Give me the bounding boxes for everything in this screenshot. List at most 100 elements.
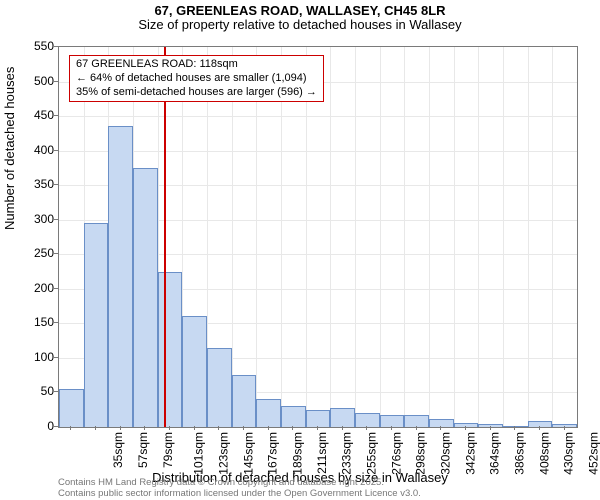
x-tick-label: 320sqm <box>439 432 453 475</box>
y-tick-mark <box>54 357 58 358</box>
x-tick-label: 233sqm <box>340 432 354 475</box>
histogram-bar <box>59 389 84 427</box>
y-tick-mark <box>54 81 58 82</box>
x-tick-label: 101sqm <box>192 432 206 475</box>
x-grid-line <box>404 47 405 427</box>
x-grid-line <box>380 47 381 427</box>
x-grid-line <box>306 47 307 427</box>
histogram-bar <box>404 415 429 427</box>
x-tick-label: 298sqm <box>414 432 428 475</box>
x-tick-mark <box>120 426 121 430</box>
x-tick-label: 79sqm <box>161 432 175 468</box>
y-tick-label: 250 <box>14 246 54 260</box>
annotation-line: ← 64% of detached houses are smaller (1,… <box>76 72 307 84</box>
credits-line1: Contains HM Land Registry data © Crown c… <box>58 477 384 488</box>
x-tick-mark <box>564 426 565 430</box>
x-tick-label: 145sqm <box>241 432 255 475</box>
x-tick-mark <box>70 426 71 430</box>
histogram-bar <box>552 424 577 427</box>
histogram-bar <box>232 375 257 427</box>
x-tick-label: 211sqm <box>314 432 328 474</box>
y-tick-label: 350 <box>14 177 54 191</box>
x-tick-label: 342sqm <box>463 432 477 475</box>
histogram-bar <box>207 348 232 427</box>
histogram-bar <box>355 413 380 427</box>
x-grid-line <box>355 47 356 427</box>
credits-line2: Contains public sector information licen… <box>58 488 421 499</box>
x-grid-line <box>281 47 282 427</box>
y-tick-label: 400 <box>14 143 54 157</box>
histogram-bar <box>158 272 183 427</box>
y-tick-label: 300 <box>14 212 54 226</box>
x-tick-label: 276sqm <box>389 432 403 475</box>
x-tick-label: 57sqm <box>136 432 150 468</box>
histogram-bar <box>256 399 281 427</box>
x-grid-line <box>552 47 553 427</box>
x-tick-mark <box>342 426 343 430</box>
x-tick-mark <box>366 426 367 430</box>
x-tick-mark <box>440 426 441 430</box>
x-tick-mark <box>292 426 293 430</box>
y-tick-mark <box>54 219 58 220</box>
x-tick-mark <box>490 426 491 430</box>
y-tick-mark <box>54 115 58 116</box>
y-tick-label: 100 <box>14 350 54 364</box>
annotation-box: 67 GREENLEAS ROAD: 118sqm← 64% of detach… <box>69 55 324 102</box>
histogram-bar <box>84 223 109 427</box>
x-grid-line <box>330 47 331 427</box>
histogram-bar <box>478 424 503 427</box>
y-tick-label: 550 <box>14 39 54 53</box>
histogram-bar <box>330 408 355 427</box>
x-tick-mark <box>194 426 195 430</box>
chart-subtitle: Size of property relative to detached ho… <box>0 18 600 32</box>
y-tick-label: 450 <box>14 108 54 122</box>
histogram-bar <box>133 168 158 427</box>
x-grid-line <box>256 47 257 427</box>
x-tick-label: 408sqm <box>537 432 551 475</box>
plot-area: 67 GREENLEAS ROAD: 118sqm← 64% of detach… <box>58 46 578 428</box>
y-tick-label: 150 <box>14 315 54 329</box>
x-tick-label: 386sqm <box>513 432 527 475</box>
chart-container: 67, GREENLEAS ROAD, WALLASEY, CH45 8LR S… <box>0 0 600 500</box>
x-tick-label: 123sqm <box>217 432 231 475</box>
x-tick-mark <box>317 426 318 430</box>
histogram-bar <box>306 410 331 427</box>
x-tick-mark <box>465 426 466 430</box>
y-tick-label: 200 <box>14 281 54 295</box>
x-tick-mark <box>539 426 540 430</box>
x-grid-line <box>528 47 529 427</box>
y-tick-mark <box>54 46 58 47</box>
histogram-bar <box>429 419 454 427</box>
x-grid-line <box>454 47 455 427</box>
x-tick-mark <box>391 426 392 430</box>
annotation-line: 35% of semi-detached houses are larger (… <box>76 86 317 98</box>
y-tick-mark <box>54 288 58 289</box>
histogram-bar <box>281 406 306 427</box>
histogram-bar <box>503 426 528 427</box>
y-grid-line <box>59 116 577 117</box>
credits: Contains HM Land Registry data © Crown c… <box>58 478 421 500</box>
y-tick-mark <box>54 391 58 392</box>
y-tick-mark <box>54 184 58 185</box>
x-tick-label: 452sqm <box>587 432 600 475</box>
y-grid-line <box>59 151 577 152</box>
x-tick-mark <box>95 426 96 430</box>
y-tick-label: 0 <box>14 419 54 433</box>
histogram-bar <box>108 126 133 427</box>
x-tick-label: 35sqm <box>111 432 125 468</box>
x-tick-mark <box>268 426 269 430</box>
reference-line <box>164 47 166 427</box>
x-tick-mark <box>416 426 417 430</box>
x-tick-label: 364sqm <box>488 432 502 475</box>
x-grid-line <box>503 47 504 427</box>
x-tick-label: 430sqm <box>562 432 576 475</box>
y-tick-mark <box>54 150 58 151</box>
x-tick-mark <box>514 426 515 430</box>
y-tick-mark <box>54 253 58 254</box>
x-tick-label: 167sqm <box>266 432 280 475</box>
x-tick-mark <box>218 426 219 430</box>
chart-title: 67, GREENLEAS ROAD, WALLASEY, CH45 8LR <box>0 0 600 18</box>
x-tick-mark <box>169 426 170 430</box>
x-grid-line <box>478 47 479 427</box>
y-tick-mark <box>54 322 58 323</box>
